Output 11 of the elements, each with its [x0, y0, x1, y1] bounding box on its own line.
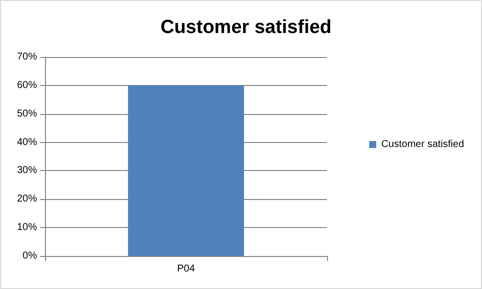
- legend-label: Customer satisfied: [381, 139, 464, 150]
- y-tick-label: 30%: [16, 165, 38, 176]
- y-tick-label: 0%: [22, 250, 38, 262]
- y-tick-label: 70%: [16, 52, 38, 62]
- y-tick-label: 40%: [16, 136, 38, 148]
- x-tick-label: P04: [177, 264, 196, 274]
- chart-title: Customer satisfied: [160, 17, 332, 38]
- y-tick-label: 50%: [16, 108, 38, 120]
- y-tick-label: 60%: [16, 80, 38, 91]
- y-tick-label: 10%: [16, 222, 38, 234]
- y-tick-label: 20%: [16, 194, 38, 205]
